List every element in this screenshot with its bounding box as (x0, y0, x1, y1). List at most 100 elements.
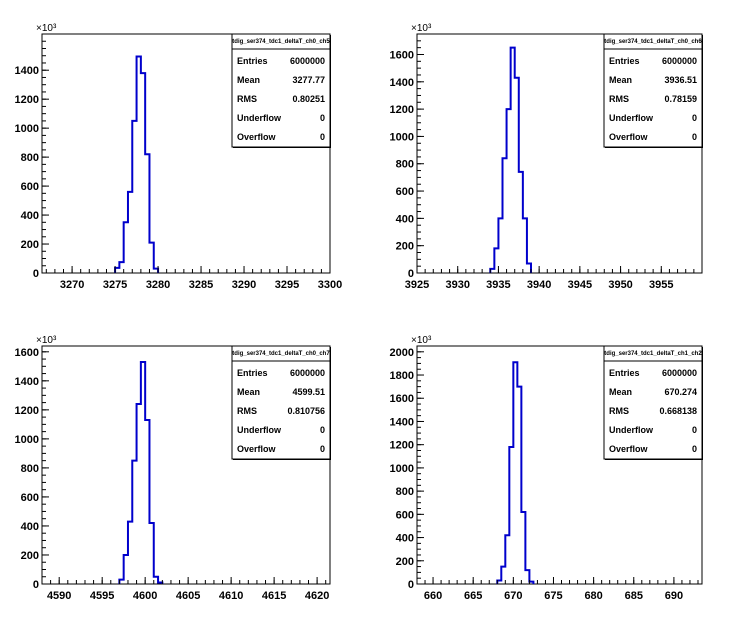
y-tick-label: 1600 (15, 347, 39, 359)
y-tick-label: 400 (396, 213, 414, 225)
y-tick-label: 600 (396, 509, 414, 521)
y-tick-label: 400 (396, 533, 414, 545)
stat-label-overflow: Overflow (609, 444, 649, 454)
histogram-line (489, 46, 532, 273)
stat-value-rms: 0.80251 (292, 94, 325, 104)
y-multiplier-label: ×10³ (36, 23, 57, 34)
x-tick-label: 3935 (486, 279, 510, 291)
stat-value-mean: 3936.51 (664, 75, 697, 85)
stat-label-mean: Mean (609, 75, 632, 85)
x-tick-label: 3290 (232, 279, 256, 291)
x-tick-label: 660 (424, 590, 442, 602)
x-tick-label: 3275 (103, 279, 127, 291)
stat-value-mean: 3277.77 (292, 75, 325, 85)
y-tick-label: 200 (21, 550, 39, 562)
stats-box: tdig_ser374_tdc1_deltaT_ch0_ch5 Entries 60… (231, 33, 331, 148)
stats-box-frame (231, 345, 331, 460)
stats-title: tdig_ser374_tdc1_deltaT_ch1_ch2 (604, 351, 702, 357)
y-multiplier-label: ×10³ (411, 23, 432, 34)
stat-value-rms: 0.78159 (664, 94, 697, 104)
histogram-line (118, 360, 164, 584)
y-tick-label: 1600 (390, 49, 414, 61)
stat-value-rms: 0.810756 (287, 406, 325, 416)
stat-value-overflow: 0 (692, 444, 697, 454)
x-tick-label: 680 (584, 590, 602, 602)
stat-label-rms: RMS (237, 406, 257, 416)
stat-label-rms: RMS (609, 94, 629, 104)
x-tick-label: 4600 (133, 590, 157, 602)
y-tick-label: 800 (396, 159, 414, 171)
x-tick-label: 4595 (90, 590, 114, 602)
x-tick-label: 3270 (60, 279, 84, 291)
x-tick-label: 3945 (568, 279, 592, 291)
x-tick-label: 4610 (219, 590, 243, 602)
stat-label-entries: Entries (609, 368, 640, 378)
stats-title: tdig_ser374_tdc1_deltaT_ch0_ch5 (232, 39, 330, 45)
stat-label-overflow: Overflow (237, 132, 277, 142)
x-tick-label: 4605 (176, 590, 200, 602)
stat-label-overflow: Overflow (609, 132, 649, 142)
x-tick-label: 3930 (445, 279, 469, 291)
y-tick-label: 1000 (390, 463, 414, 475)
stats-title: tdig_ser374_tdc1_deltaT_ch0_ch7 (232, 351, 330, 357)
histogram-panel-1: 3270 3275 3280 3285 3290 3295 3300 0 200 400 600 80… (15, 23, 343, 291)
y-tick-label: 200 (396, 241, 414, 253)
y-tick-label: 200 (21, 239, 39, 251)
y-tick-label: 600 (21, 492, 39, 504)
plot-frame (416, 33, 703, 274)
y-tick-label: 0 (408, 268, 414, 280)
stat-value-rms: 0.668138 (659, 406, 697, 416)
stat-label-rms: RMS (609, 406, 629, 416)
stat-label-rms: RMS (237, 94, 257, 104)
x-tick-label: 3925 (405, 279, 429, 291)
y-tick-label: 1400 (15, 65, 39, 77)
x-tick-label: 690 (665, 590, 683, 602)
y-tick-label: 0 (33, 268, 39, 280)
y-tick-label: 1400 (15, 376, 39, 388)
x-tick-label: 3955 (649, 279, 673, 291)
stat-value-overflow: 0 (692, 132, 697, 142)
stat-label-underflow: Underflow (237, 425, 282, 435)
stat-label-underflow: Underflow (609, 113, 654, 123)
y-tick-label: 1400 (390, 77, 414, 89)
stat-label-entries: Entries (237, 56, 268, 66)
y-tick-label: 600 (396, 186, 414, 198)
x-tick-label: 3295 (275, 279, 299, 291)
x-tick-label: 675 (544, 590, 562, 602)
x-tick-label: 4590 (47, 590, 71, 602)
stat-value-entries: 6000000 (662, 368, 697, 378)
y-tick-label: 1000 (390, 131, 414, 143)
x-tick-label: 3950 (608, 279, 632, 291)
stat-label-entries: Entries (237, 368, 268, 378)
histogram-line (114, 55, 160, 273)
y-tick-label: 800 (396, 486, 414, 498)
x-tick-label: 4620 (305, 590, 329, 602)
y-tick-label: 600 (21, 181, 39, 193)
histogram-panel-2: 3925 3930 3935 3940 3945 3950 3955 0 200 400 600 80… (390, 23, 703, 291)
histogram-line (496, 361, 535, 584)
y-tick-label: 2000 (390, 347, 414, 359)
y-multiplier-label: ×10³ (36, 335, 57, 346)
y-tick-label: 0 (33, 579, 39, 591)
stats-box: tdig_ser374_tdc1_deltaT_ch0_ch6 Entries 60… (603, 33, 703, 148)
stat-label-overflow: Overflow (237, 444, 277, 454)
stat-value-overflow: 0 (320, 444, 325, 454)
stat-value-underflow: 0 (692, 113, 697, 123)
stat-value-entries: 6000000 (290, 56, 325, 66)
x-tick-label: 665 (464, 590, 482, 602)
y-tick-label: 400 (21, 521, 39, 533)
y-tick-label: 0 (408, 579, 414, 591)
stats-title: tdig_ser374_tdc1_deltaT_ch0_ch6 (604, 39, 702, 45)
stat-value-overflow: 0 (320, 132, 325, 142)
y-tick-label: 1600 (390, 393, 414, 405)
histogram-panel-4: 660 665 670 675 680 685 690 0 200 400 600 800 1000 12… (390, 335, 703, 602)
stat-value-mean: 670.274 (664, 387, 697, 397)
y-tick-label: 800 (21, 152, 39, 164)
histogram-panel-3: 4590 4595 4600 4605 4610 4615 4620 0 200 400 600 80… (15, 335, 331, 602)
y-tick-label: 1200 (15, 94, 39, 106)
stat-label-mean: Mean (609, 387, 632, 397)
x-tick-label: 670 (504, 590, 522, 602)
stat-value-underflow: 0 (692, 425, 697, 435)
